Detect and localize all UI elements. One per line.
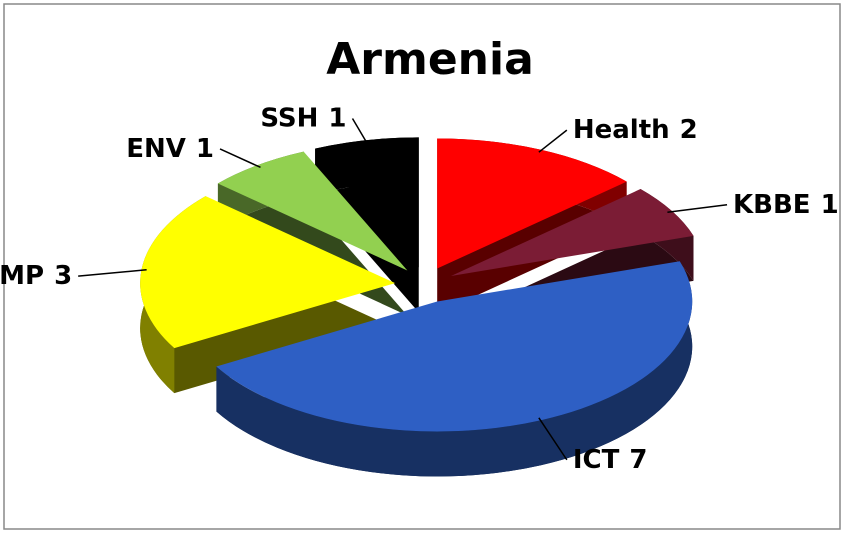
label-category: ICT — [573, 444, 620, 474]
leader-line — [667, 204, 728, 214]
pie-slice — [140, 196, 396, 394]
slice-top — [140, 196, 396, 349]
data-label: SSH 1 — [260, 103, 346, 133]
data-label: ICT 7 — [573, 444, 648, 474]
leader-line — [351, 118, 368, 144]
leader-line — [78, 269, 147, 277]
data-label: Health 2 — [573, 115, 698, 145]
slice-top — [217, 151, 408, 271]
label-category: Health — [573, 115, 670, 145]
label-category: ENV — [126, 133, 186, 163]
data-label: NMP 3 — [0, 261, 72, 291]
label-category: NMP — [0, 261, 44, 291]
leader-line — [219, 148, 261, 169]
label-value: 2 — [680, 115, 698, 145]
slice-top — [315, 137, 419, 268]
slice-side — [216, 261, 693, 477]
label-value: 7 — [629, 444, 647, 474]
pie-slice — [216, 261, 693, 477]
leader-line — [538, 417, 568, 461]
label-category: SSH — [260, 103, 318, 133]
leader-line — [538, 129, 568, 153]
data-label: KBBE 1 — [733, 189, 839, 219]
slice-top — [437, 138, 627, 269]
chart-title: Armenia — [326, 34, 534, 85]
slice-top — [216, 261, 693, 432]
data-label: ENV 1 — [126, 133, 214, 163]
label-value: 3 — [54, 261, 72, 291]
label-value: 1 — [328, 103, 346, 133]
slice-top — [450, 189, 694, 276]
label-value: 1 — [196, 133, 214, 163]
label-category: KBBE — [733, 189, 811, 219]
label-value: 1 — [821, 189, 839, 219]
